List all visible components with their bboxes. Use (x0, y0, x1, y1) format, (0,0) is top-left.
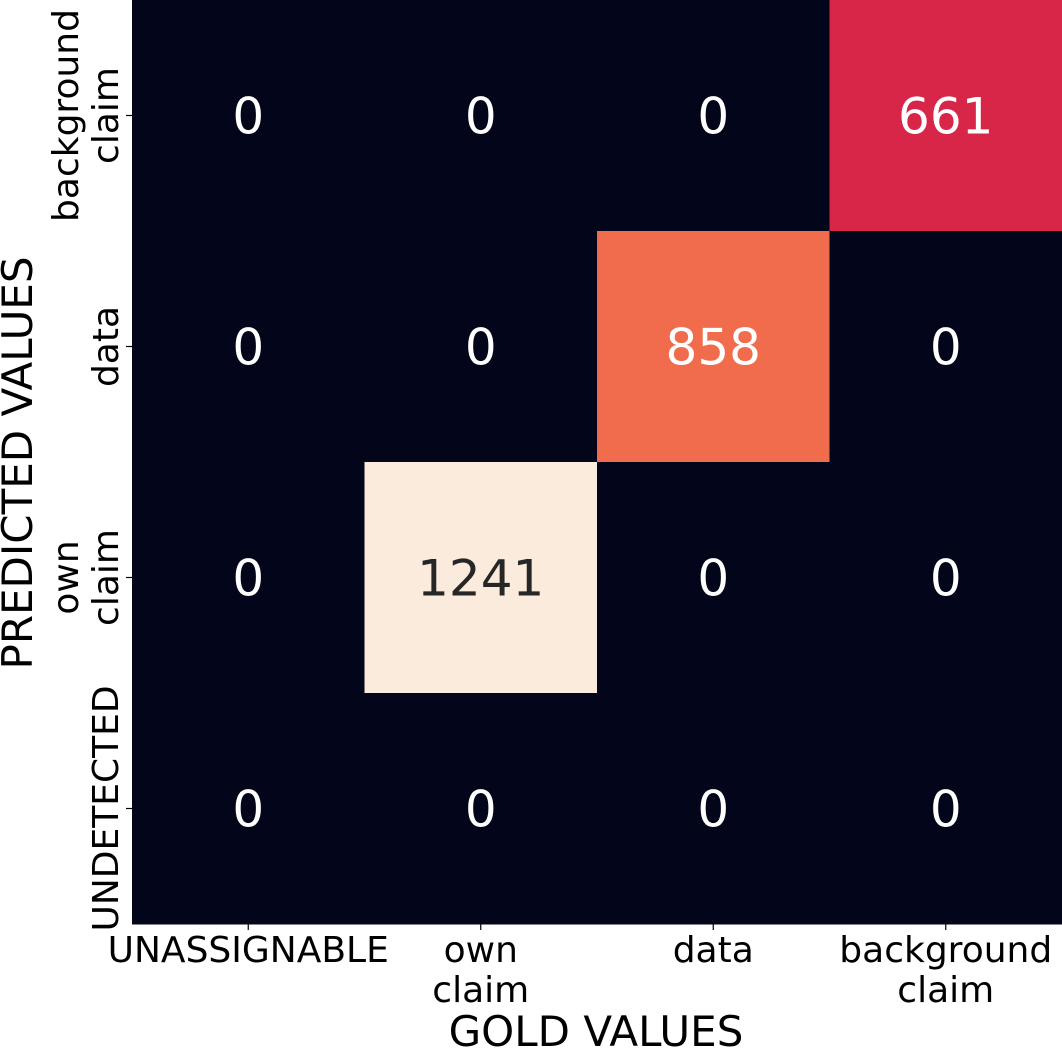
heatmap-cell-r3-c0 (132, 693, 365, 925)
x-tick-label: UNASSIGNABLE (108, 930, 389, 971)
heatmap-cell-r3-c1 (364, 693, 598, 925)
heatmap-cell-r3-c3 (829, 693, 1062, 925)
cell-value-label: 0 (232, 88, 264, 146)
cell-value-label: 0 (930, 781, 962, 839)
cell-value-label: 0 (232, 781, 264, 839)
cell-value-label: 0 (930, 319, 962, 377)
cell-value-label: 858 (666, 319, 761, 377)
y-tick-label: own (46, 540, 87, 614)
cell-value-label: 0 (232, 550, 264, 608)
y-axis-title: PREDICTED VALUES (0, 256, 42, 669)
cell-value-label: 0 (930, 550, 962, 608)
heatmap-cell-r2-c1 (364, 462, 598, 694)
heatmap-cell-r1-c0 (132, 231, 365, 463)
heatmap-cells: 0 0 0 661 0 0 858 0 0 1241 0 0 0 0 0 0 (132, 0, 1062, 925)
heatmap-cell-r2-c2 (597, 462, 830, 694)
y-tick-label: claim (86, 67, 127, 164)
heatmap-cell-r0-c0 (132, 0, 365, 232)
heatmap-cell-r1-c3 (829, 231, 1062, 463)
heatmap-cell-r2-c0 (132, 462, 365, 694)
cell-value-label: 0 (697, 88, 729, 146)
cell-value-label: 0 (697, 781, 729, 839)
cell-value-label: 0 (465, 88, 497, 146)
heatmap-cell-r2-c3 (829, 462, 1062, 694)
y-tick-label: claim (86, 529, 127, 626)
x-axis-title: GOLD VALUES (449, 1007, 744, 1056)
y-tick-label: data (86, 306, 127, 387)
cell-value-label: 0 (465, 319, 497, 377)
x-tick-label: background (839, 930, 1052, 971)
y-tick-label: background (46, 9, 87, 222)
cell-value-label: 1241 (417, 550, 544, 608)
heatmap-cell-r0-c2 (597, 0, 830, 232)
heatmap-cell-r0-c1 (364, 0, 598, 232)
cell-value-label: 0 (697, 550, 729, 608)
x-tick-label: own (444, 930, 518, 971)
x-tick-label: claim (897, 970, 994, 1011)
heatmap-cell-r3-c2 (597, 693, 830, 925)
cell-value-label: 0 (465, 781, 497, 839)
x-tick-label: data (673, 930, 754, 971)
heatmap-cell-r1-c2 (597, 231, 830, 463)
cell-value-label: 0 (232, 319, 264, 377)
heatmap-cell-r1-c1 (364, 231, 598, 463)
cell-value-label: 661 (898, 88, 993, 146)
x-tick-label: claim (432, 970, 529, 1011)
heatmap-cell-r0-c3 (829, 0, 1062, 232)
y-tick-label: UNDETECTED (86, 685, 127, 931)
